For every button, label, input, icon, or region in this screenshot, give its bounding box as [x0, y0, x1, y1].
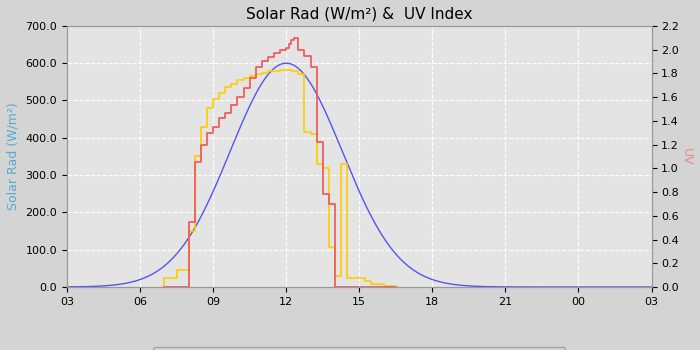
Y-axis label: UV: UV	[680, 148, 693, 165]
Legend: Solar radiation, Theoretical solar max, UV: Solar radiation, Theoretical solar max, …	[153, 346, 565, 350]
Y-axis label: Solar Rad (W/m²): Solar Rad (W/m²)	[7, 103, 20, 210]
Title: Solar Rad (W/m²) &  UV Index: Solar Rad (W/m²) & UV Index	[246, 7, 472, 22]
